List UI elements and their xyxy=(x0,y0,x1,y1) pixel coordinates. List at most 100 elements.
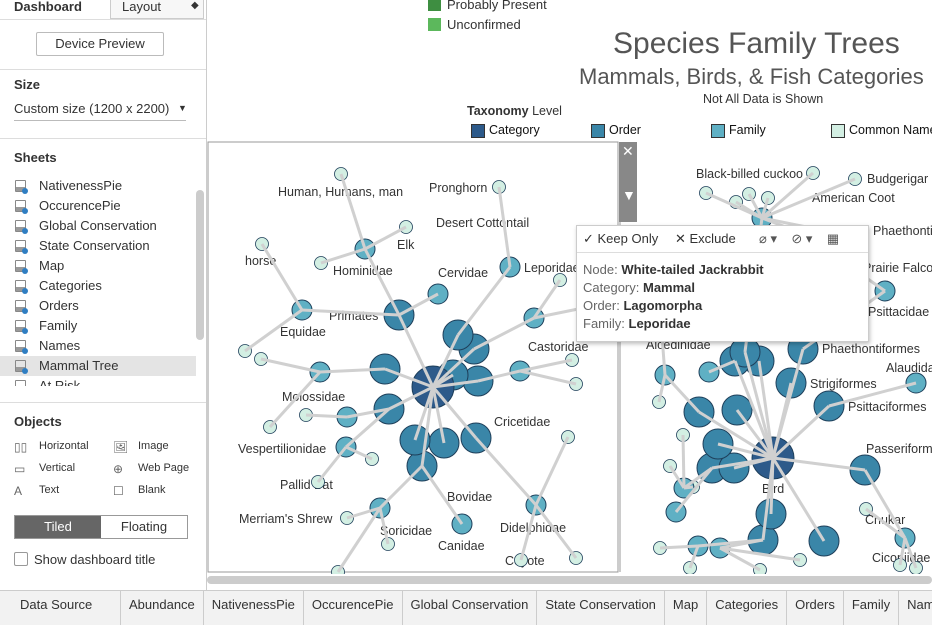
sheet-item[interactable]: Categories xyxy=(39,278,102,293)
tooltip-action[interactable]: ✓ Keep Only xyxy=(583,231,659,246)
edge xyxy=(733,360,775,459)
sheet-check xyxy=(22,228,28,234)
sheet-item[interactable]: State Conservation xyxy=(39,238,150,253)
title: Species Family Trees xyxy=(613,27,900,60)
sheet-tab[interactable]: OccurencePie xyxy=(304,591,403,625)
edge xyxy=(903,537,918,569)
sheet-tab[interactable]: State Conservation xyxy=(537,591,665,625)
tooltip-value: Lagomorpha xyxy=(623,298,703,313)
action-label: Exclude xyxy=(689,231,736,246)
legend-title-rest: Level xyxy=(532,104,562,118)
edge xyxy=(431,386,446,444)
action-label: Keep Only xyxy=(597,231,659,246)
edge xyxy=(346,407,390,419)
h-scrollbar[interactable] xyxy=(207,576,932,584)
edge xyxy=(431,334,460,388)
edge xyxy=(260,357,321,374)
edge xyxy=(534,504,578,559)
edge xyxy=(828,381,917,408)
sheet-tab[interactable]: Family xyxy=(844,591,900,625)
edge xyxy=(659,544,699,550)
sheet-item[interactable]: Family xyxy=(39,318,78,333)
button[interactable]: Device Preview xyxy=(36,32,164,56)
edge xyxy=(420,386,435,467)
checkbox[interactable] xyxy=(14,552,28,566)
sheet-item[interactable]: Map xyxy=(39,258,65,273)
tooltip-row: Family: Leporidae xyxy=(583,316,691,331)
sheet-item[interactable]: OccurencePie xyxy=(39,198,121,213)
object-item[interactable]: Web Page xyxy=(138,462,190,474)
edge xyxy=(474,436,538,507)
sheet-item[interactable]: At Risk xyxy=(39,378,81,386)
close-icon[interactable]: ✕ xyxy=(622,143,634,159)
edge xyxy=(336,507,382,573)
node-label: Phaethontiformes xyxy=(822,342,920,356)
sheet-tab[interactable]: Abundance xyxy=(121,591,204,625)
object-item[interactable]: Blank xyxy=(138,484,166,496)
sheet-tab[interactable]: Global Conservation xyxy=(403,591,538,625)
legend-title: Taxonomy Level xyxy=(467,104,562,118)
object-item[interactable]: Horizontal xyxy=(39,440,89,452)
edge xyxy=(698,410,774,460)
toggle-option[interactable]: Tiled xyxy=(15,516,101,538)
sheet-item[interactable]: Names xyxy=(39,338,81,353)
sheet-tab[interactable]: NativenessPie xyxy=(204,591,304,625)
edge xyxy=(683,466,713,490)
legend-swatch xyxy=(591,124,605,138)
dropdown[interactable]: Custom size (1200 x 2200) ▼ xyxy=(14,101,187,121)
sheet-tab[interactable]: Map xyxy=(665,591,708,625)
scrollbar[interactable] xyxy=(196,190,204,340)
toggle[interactable]: Tiled Floating xyxy=(14,515,188,539)
sheet-item[interactable]: Orders xyxy=(39,298,79,313)
sheet-check xyxy=(22,348,28,354)
edge xyxy=(769,457,775,515)
tooltip-action[interactable]: ✕ Exclude xyxy=(675,231,736,246)
heading: Objects xyxy=(14,414,62,429)
object-item[interactable]: Text xyxy=(39,484,60,496)
node-label: Human, Humans, man xyxy=(278,185,403,199)
toggle-option[interactable]: Floating xyxy=(120,519,168,534)
edge xyxy=(456,266,512,336)
tab-box[interactable]: Layout ◆ xyxy=(110,0,204,19)
edge xyxy=(319,367,386,374)
sheet-check xyxy=(22,328,28,334)
sheet-item[interactable]: Mammal Tree xyxy=(39,358,119,373)
edge xyxy=(772,456,866,472)
sheet-tab[interactable]: Data Source xyxy=(0,591,121,625)
panel-toolbar xyxy=(619,142,637,222)
sheet-tab[interactable]: Orders xyxy=(787,591,844,625)
panel-border xyxy=(207,141,619,573)
dropdown-value: Custom size (1200 x 2200) xyxy=(14,101,170,116)
node-label: Leporidae xyxy=(524,261,580,275)
edge xyxy=(863,469,907,539)
sheet-icon xyxy=(15,200,26,212)
edge xyxy=(688,545,700,569)
tab[interactable]: Layout xyxy=(122,0,162,14)
node-label: Hominidae xyxy=(333,264,393,278)
sheet-icon xyxy=(15,380,26,386)
edge xyxy=(771,404,831,460)
filter-icon[interactable]: ▼ xyxy=(622,187,636,203)
node-label: Prairie Falcon xyxy=(863,261,932,275)
node-label: Merriam's Shrew xyxy=(239,512,333,526)
object-item[interactable]: Image xyxy=(138,440,169,452)
tooltip-icons[interactable]: ⌀ ▾ ⊘ ▾ ▦ xyxy=(759,231,840,246)
node-label: Desert Cottontail xyxy=(436,216,529,230)
sheet-item[interactable]: Global Conservation xyxy=(39,218,157,233)
heading: Size xyxy=(14,77,41,92)
node-label: Psittacidae xyxy=(868,305,929,319)
edge xyxy=(320,247,366,265)
sheet-item[interactable]: NativenessPie xyxy=(39,178,123,193)
edge xyxy=(771,457,826,542)
tooltip-key: Order: xyxy=(583,298,620,313)
sheet-tab[interactable]: Names xyxy=(899,591,932,625)
object-item[interactable]: Vertical xyxy=(39,462,76,474)
sheet-tab[interactable]: Categories xyxy=(707,591,788,625)
node-label: Phaethontidae xyxy=(873,224,932,238)
selected-row xyxy=(0,356,196,376)
object-icon: ☐ xyxy=(113,484,124,498)
object-icon: ⊕ xyxy=(113,462,124,476)
node-label: Pallid Bat xyxy=(280,478,333,492)
tab[interactable]: Dashboard xyxy=(14,0,82,14)
object-icon: ▭ xyxy=(14,462,26,476)
